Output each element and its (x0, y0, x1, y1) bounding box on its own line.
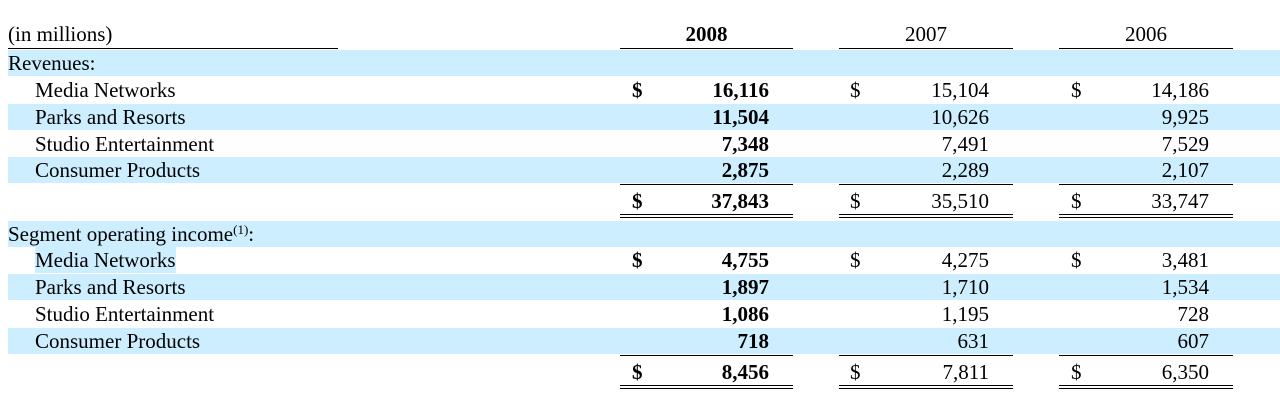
revenues-section-title-row: Revenues: (0, 50, 1280, 76)
year-2008-header: 2008 (685, 22, 728, 46)
subtotal-rule (1059, 184, 1233, 185)
row-label: Consumer Products (35, 158, 201, 182)
dollar-sign: $ (850, 248, 861, 272)
dollar-sign: $ (632, 189, 643, 213)
year-2007-header: 2007 (905, 22, 947, 46)
value-2006: 607 (1177, 329, 1210, 353)
value-2006: 3,481 (1161, 248, 1209, 272)
table-row: Media Networks $ 16,116 $ 15,104 $ 14,18… (0, 77, 1280, 103)
subtotal-rule (839, 184, 1013, 185)
value-2007: 2,289 (941, 158, 989, 182)
dollar-sign: $ (1071, 78, 1082, 102)
table-row: Consumer Products 718 631 607 (0, 328, 1280, 354)
dollar-sign: $ (1071, 248, 1082, 272)
table-row: Media Networks $ 4,755 $ 4,275 $ 3,481 (0, 247, 1280, 273)
table-header: (in millions) 2008 2007 2006 (0, 18, 1280, 50)
dollar-sign: $ (850, 189, 861, 213)
total-double-rule (620, 385, 793, 389)
value-2006: 728 (1177, 302, 1210, 326)
subtotal-rule (620, 184, 793, 185)
value-2008: 718 (737, 329, 770, 353)
value-2008: 16,116 (712, 78, 769, 102)
value-2007: 1,710 (941, 275, 989, 299)
value-2006: 1,534 (1161, 275, 1209, 299)
total-2006: 33,747 (1151, 189, 1209, 213)
subtotal-rule (1059, 355, 1233, 356)
revenues-total-row: $ 37,843 $ 35,510 $ 33,747 (0, 188, 1280, 214)
value-2008: 1,086 (721, 302, 769, 326)
row-label: Consumer Products (35, 329, 201, 353)
segment-total-row: $ 8,456 $ 7,811 $ 6,350 (0, 359, 1280, 385)
value-2007: 15,104 (931, 78, 989, 102)
value-2007: 10,626 (931, 105, 989, 129)
segment-section-title-row: Segment operating income(1): (0, 221, 1280, 247)
value-2006: 7,529 (1161, 132, 1209, 156)
value-2006: 9,925 (1161, 105, 1209, 129)
total-double-rule (620, 214, 793, 218)
total-double-rule (1059, 214, 1233, 218)
units-label: (in millions) (8, 22, 113, 46)
revenues-section-title: Revenues: (8, 51, 96, 75)
segment-section-title: Segment operating income(1): (8, 222, 255, 246)
dollar-sign: $ (632, 360, 643, 384)
dollar-sign: $ (850, 360, 861, 384)
total-double-rule (1059, 385, 1233, 389)
row-label: Studio Entertainment (35, 132, 215, 156)
row-label: Parks and Resorts (35, 275, 186, 299)
value-2007: 631 (957, 329, 990, 353)
dollar-sign: $ (632, 78, 643, 102)
row-label: Studio Entertainment (35, 302, 215, 326)
value-2008: 1,897 (721, 275, 769, 299)
year-2008-underline (620, 48, 793, 49)
dollar-sign: $ (1071, 189, 1082, 213)
value-2007: 4,275 (941, 248, 989, 272)
row-label: Media Networks (35, 247, 176, 273)
subtotal-rule (620, 355, 793, 356)
dollar-sign: $ (632, 248, 643, 272)
table-row: Studio Entertainment 7,348 7,491 7,529 (0, 131, 1280, 157)
total-double-rule (839, 214, 1013, 218)
value-2006: 2,107 (1161, 158, 1209, 182)
year-2007-underline (839, 48, 1013, 49)
units-label-underline (8, 48, 338, 49)
total-2008: 8,456 (721, 360, 769, 384)
total-double-rule (839, 385, 1013, 389)
value-2008: 2,875 (721, 158, 769, 182)
subtotal-rule (839, 355, 1013, 356)
total-2008: 37,843 (711, 189, 769, 213)
dollar-sign: $ (850, 78, 861, 102)
total-2007: 35,510 (931, 189, 989, 213)
footnote-marker: (1) (233, 222, 249, 237)
row-label: Parks and Resorts (35, 105, 186, 129)
year-2006-header: 2006 (1125, 22, 1167, 46)
value-2008: 7,348 (721, 132, 769, 156)
value-2007: 1,195 (941, 302, 989, 326)
value-2007: 7,491 (941, 132, 989, 156)
table-row: Parks and Resorts 1,897 1,710 1,534 (0, 274, 1280, 300)
table-row: Consumer Products 2,875 2,289 2,107 (0, 157, 1280, 183)
table-row: Studio Entertainment 1,086 1,195 728 (0, 301, 1280, 327)
total-2006: 6,350 (1161, 360, 1209, 384)
total-2007: 7,811 (942, 360, 989, 384)
row-label: Media Networks (35, 78, 176, 102)
value-2008: 4,755 (721, 248, 769, 272)
table-row: Parks and Resorts 11,504 10,626 9,925 (0, 104, 1280, 130)
year-2006-underline (1059, 48, 1233, 49)
dollar-sign: $ (1071, 360, 1082, 384)
value-2008: 11,504 (712, 105, 769, 129)
value-2006: 14,186 (1151, 78, 1209, 102)
